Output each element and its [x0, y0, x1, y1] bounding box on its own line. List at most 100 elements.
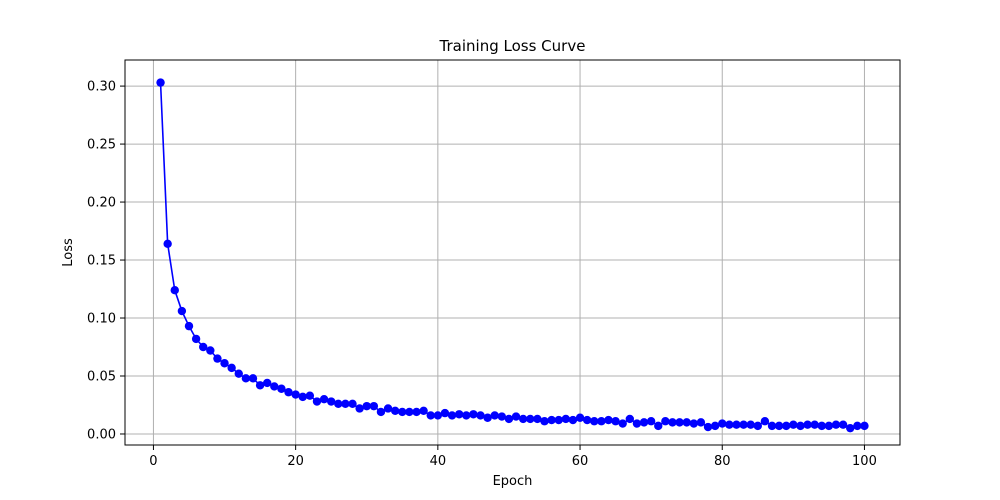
loss-point [326, 397, 336, 406]
loss-point [398, 407, 407, 417]
x-tick-label: 40 [430, 454, 447, 469]
loss-point [234, 369, 243, 378]
loss-point [376, 407, 386, 417]
loss-point [405, 407, 414, 417]
loss-point [170, 285, 179, 295]
y-tick-label: 0.00 [87, 427, 116, 442]
loss-point [767, 421, 777, 431]
series-layer [156, 78, 869, 433]
loss-point [462, 411, 471, 420]
loss-point [199, 342, 208, 352]
loss-point [860, 421, 869, 431]
tick-layer: 0 20 40 60 80 100 0.00 0.05 0.10 0.15 0.20 0.25 0.30 [87, 80, 877, 469]
loss-point [454, 410, 464, 419]
loss-point [639, 418, 649, 427]
loss-point [526, 414, 535, 424]
loss-point [817, 421, 826, 431]
loss-point [561, 414, 571, 424]
loss-point [369, 401, 379, 411]
loss-point [270, 382, 279, 391]
loss-point [661, 417, 670, 426]
loss-point [490, 411, 499, 420]
loss-point [831, 420, 841, 429]
loss-point [426, 411, 435, 420]
loss-point [469, 410, 478, 419]
loss-point [668, 418, 677, 427]
x-tick-label: 100 [852, 454, 877, 469]
loss-point [511, 412, 521, 421]
y-tick-label: 0.20 [87, 196, 116, 211]
loss-point [263, 378, 272, 388]
y-tick-label: 0.25 [87, 138, 116, 153]
y-tick-label: 0.10 [87, 312, 116, 327]
loss-point [618, 419, 627, 428]
loss-point [163, 239, 172, 249]
loss-point [789, 420, 798, 429]
loss-point [846, 423, 855, 433]
loss-point [227, 363, 236, 373]
loss-point [575, 413, 585, 422]
loss-point [554, 415, 563, 425]
loss-point [291, 390, 300, 399]
loss-point [483, 413, 492, 422]
loss-point [248, 374, 258, 383]
loss-point [796, 421, 805, 431]
loss-point [803, 420, 812, 429]
loss-point [547, 415, 556, 425]
plot-frame [124, 59, 901, 446]
loss-point [206, 346, 215, 355]
x-tick-label: 80 [714, 454, 731, 469]
loss-point [305, 391, 315, 400]
loss-point [824, 421, 834, 431]
y-tick-label: 0.30 [87, 80, 116, 95]
loss-point [348, 399, 357, 409]
loss-point [838, 420, 848, 429]
loss-point [312, 397, 322, 406]
loss-point [341, 399, 350, 409]
loss-point [540, 417, 549, 426]
loss-point [298, 392, 307, 402]
y-tick-label: 0.05 [87, 370, 116, 385]
loss-point [582, 415, 592, 425]
loss-point [760, 417, 770, 426]
y-tick-label: 0.15 [87, 254, 116, 269]
loss-point [177, 306, 187, 316]
loss-point [604, 415, 613, 425]
loss-point [476, 411, 485, 420]
loss-point [853, 421, 862, 431]
loss-point [725, 420, 734, 429]
loss-point [433, 411, 443, 420]
loss-point [497, 412, 507, 421]
loss-point [447, 411, 457, 420]
loss-point [696, 418, 706, 427]
loss-point [625, 414, 635, 424]
loss-point [597, 417, 606, 426]
x-tick-label: 20 [287, 454, 304, 469]
loss-point [241, 374, 251, 383]
loss-point [718, 419, 727, 428]
loss-point [590, 417, 599, 426]
loss-point [611, 417, 620, 426]
loss-point [753, 421, 762, 431]
loss-point [284, 388, 293, 397]
loss-point [390, 406, 400, 415]
loss-point [654, 421, 663, 431]
loss-point [710, 421, 720, 431]
loss-point [732, 420, 741, 429]
loss-point [355, 404, 364, 413]
loss-point [156, 78, 165, 87]
loss-point [255, 381, 265, 390]
loss-point [774, 421, 784, 431]
x-axis-label: Epoch [493, 474, 533, 489]
loss-point [220, 359, 229, 368]
loss-point [810, 420, 819, 429]
loss-point [675, 418, 684, 427]
loss-point [782, 421, 791, 431]
chart-title: Training Loss Curve [439, 37, 586, 55]
loss-point [334, 399, 343, 409]
y-axis-label: Loss [61, 238, 76, 267]
loss-point [682, 418, 691, 427]
loss-point [383, 404, 393, 413]
loss-point [319, 394, 329, 404]
